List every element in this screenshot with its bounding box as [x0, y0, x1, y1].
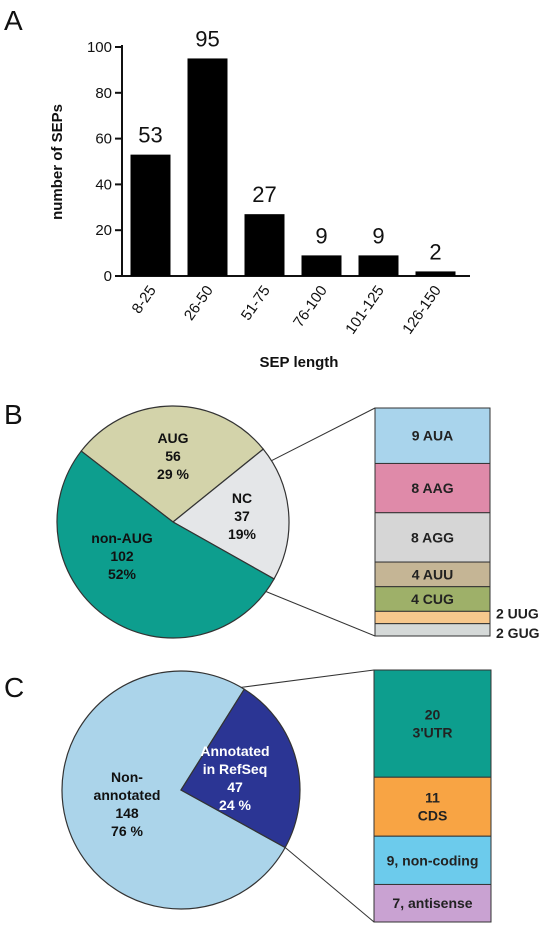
connector-line — [284, 847, 375, 923]
y-axis-title: number of SEPs — [49, 104, 66, 220]
y-tick-label: 40 — [95, 176, 112, 193]
breakdown-segment — [374, 610, 491, 625]
y-tick-label: 100 — [87, 39, 112, 56]
bar-data-label: 27 — [252, 182, 276, 207]
pie-slice-label: NC 37 19% — [228, 490, 257, 542]
breakdown-segment — [373, 883, 492, 923]
breakdown-label: 2 UUG — [496, 606, 539, 622]
breakdown-label: 9, non-coding — [387, 852, 479, 868]
pie-slice — [56, 450, 275, 639]
breakdown-label: 8 AAG — [411, 480, 453, 496]
pie-annotation: Non-annotated 148 76 % Annotated in RefSeq 47… — [61, 670, 301, 910]
bar-data-label: 95 — [195, 26, 219, 51]
panel-letter-c: C — [4, 672, 24, 703]
bar-data-label: 2 — [429, 239, 441, 264]
bar — [244, 214, 285, 276]
breakdown-label: 9 AUA — [412, 428, 454, 444]
y-tick-label: 20 — [95, 222, 112, 239]
x-tick-label: 76-100 — [290, 283, 331, 331]
x-tick-label: 101-125 — [342, 283, 388, 338]
bar-data-label: 9 — [315, 223, 327, 248]
connector-line — [265, 591, 376, 637]
x-tick-label: 126-150 — [399, 283, 445, 338]
x-tick-label: 51-75 — [238, 283, 274, 324]
breakdown-segment — [373, 669, 492, 778]
bar — [187, 58, 228, 277]
pie-slice — [80, 405, 265, 523]
pie-slice-label: non-AUG 102 52% — [91, 530, 153, 582]
breakdown-segment — [374, 561, 491, 588]
breakdown-segment — [374, 512, 491, 563]
y-tick-label: 80 — [95, 85, 112, 102]
breakdown-label: 4 CUG — [411, 591, 454, 607]
bar-data-label: 9 — [372, 223, 384, 248]
x-tick-label: 8-25 — [129, 283, 160, 317]
bar — [301, 255, 342, 276]
pie-slice-label: Non-annotated 148 76 % — [94, 769, 161, 839]
bar-data-label: 53 — [138, 123, 162, 148]
breakdown-segment — [374, 623, 491, 637]
pie-slice — [171, 448, 290, 580]
breakdown-label: 11 CDS — [418, 790, 448, 824]
breakdown-segment — [373, 835, 492, 885]
breakdown-label: 4 AUU — [412, 566, 454, 582]
pie-slice-label: Annotated in RefSeq 47 24 % — [200, 743, 269, 813]
breakdown-annotated: 20 3'UTR 11 CDS 9, non-coding 7, antisense — [241, 669, 492, 923]
pie-slice — [61, 670, 286, 910]
breakdown-label: 2 GUG — [496, 625, 540, 641]
bar-chart-length: 0 20 40 60 80 100 53 95 27 9 9 2 8-25 26-50 51-75 76-… — [49, 26, 470, 371]
breakdown-nc-codons: 9 AUA 8 AAG 8 AGG 4 AUU 4 CUG 2 UUG 2 GUG — [265, 407, 540, 641]
bar — [415, 271, 456, 276]
connector-line — [241, 669, 375, 688]
bar — [130, 154, 171, 276]
panel-letter-a: A — [4, 5, 23, 36]
panel-letter-b: B — [4, 399, 23, 430]
breakdown-label: 7, antisense — [392, 895, 472, 911]
connector-line — [271, 407, 376, 462]
pie-start-codon: AUG 56 29 % NC 37 19% non-AUG 102 52% — [56, 405, 290, 639]
breakdown-segment — [373, 776, 492, 837]
bar — [358, 255, 399, 276]
breakdown-segment — [374, 586, 491, 612]
breakdown-label: 8 AGG — [411, 529, 454, 545]
x-tick-label: 26-50 — [181, 283, 217, 324]
y-tick-label: 0 — [104, 268, 112, 285]
y-tick-label: 60 — [95, 131, 112, 148]
x-axis-title: SEP length — [260, 354, 339, 371]
pie-slice-label: AUG 56 29 % — [157, 430, 189, 482]
breakdown-label: 20 3'UTR — [413, 707, 453, 741]
pie-slice — [180, 688, 301, 849]
